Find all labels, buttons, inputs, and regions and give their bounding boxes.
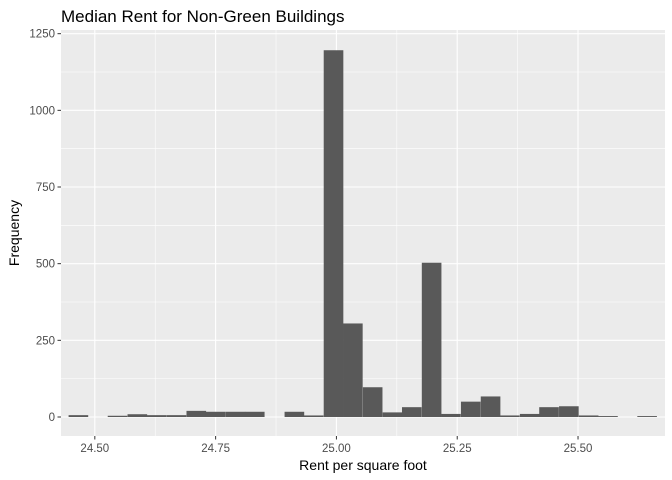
histogram-bar xyxy=(343,323,363,417)
histogram-bar xyxy=(284,411,305,417)
histogram-bars xyxy=(68,50,657,417)
histogram-bar xyxy=(401,407,422,417)
x-tick-label: 24.50 xyxy=(80,443,109,455)
histogram-bar xyxy=(244,411,265,417)
histogram-bar xyxy=(107,415,128,417)
histogram-bar xyxy=(146,415,167,417)
histogram-bar xyxy=(598,416,618,417)
minor-gridlines xyxy=(61,30,665,436)
histogram-bar xyxy=(205,411,226,417)
histogram-bar xyxy=(539,407,559,417)
histogram-bar xyxy=(559,406,579,417)
histogram-bar xyxy=(460,401,481,417)
x-axis-title: Rent per square foot xyxy=(299,457,427,473)
y-tick-label: 0 xyxy=(49,412,55,424)
histogram-bar xyxy=(225,411,246,417)
x-tick-label: 25.00 xyxy=(322,443,351,455)
chart-title: Median Rent for Non-Green Buildings xyxy=(61,7,344,26)
histogram-bar xyxy=(68,415,89,417)
histogram-bar xyxy=(362,387,383,417)
histogram-bar xyxy=(127,414,148,417)
histogram-bar xyxy=(323,50,344,417)
y-axis-title: Frequency xyxy=(6,200,22,266)
histogram-bar xyxy=(166,415,187,417)
histogram-bar xyxy=(500,415,520,417)
histogram-bar xyxy=(421,262,442,417)
x-tick-label: 24.75 xyxy=(201,443,230,455)
y-tick-label: 500 xyxy=(36,259,55,271)
y-axis-ticks: 0 250 500 750 1000 1250 xyxy=(29,29,61,424)
histogram-bar xyxy=(637,416,657,417)
y-tick-label: 1000 xyxy=(29,105,55,117)
histogram-bar xyxy=(186,410,207,417)
histogram-bar xyxy=(578,415,599,417)
y-tick-label: 1250 xyxy=(29,29,55,41)
histogram-bar xyxy=(303,415,324,417)
x-tick-label: 25.25 xyxy=(443,443,472,455)
histogram-bar xyxy=(519,413,540,417)
histogram-bar xyxy=(382,412,403,417)
histogram-bar xyxy=(441,413,461,417)
x-tick-label: 25.50 xyxy=(564,443,593,455)
histogram-bar xyxy=(480,396,501,417)
y-tick-label: 250 xyxy=(36,335,55,347)
y-tick-label: 750 xyxy=(36,182,55,194)
x-axis-ticks: 24.50 24.75 25.00 25.25 25.50 xyxy=(80,436,592,455)
plot-panel xyxy=(61,30,665,436)
